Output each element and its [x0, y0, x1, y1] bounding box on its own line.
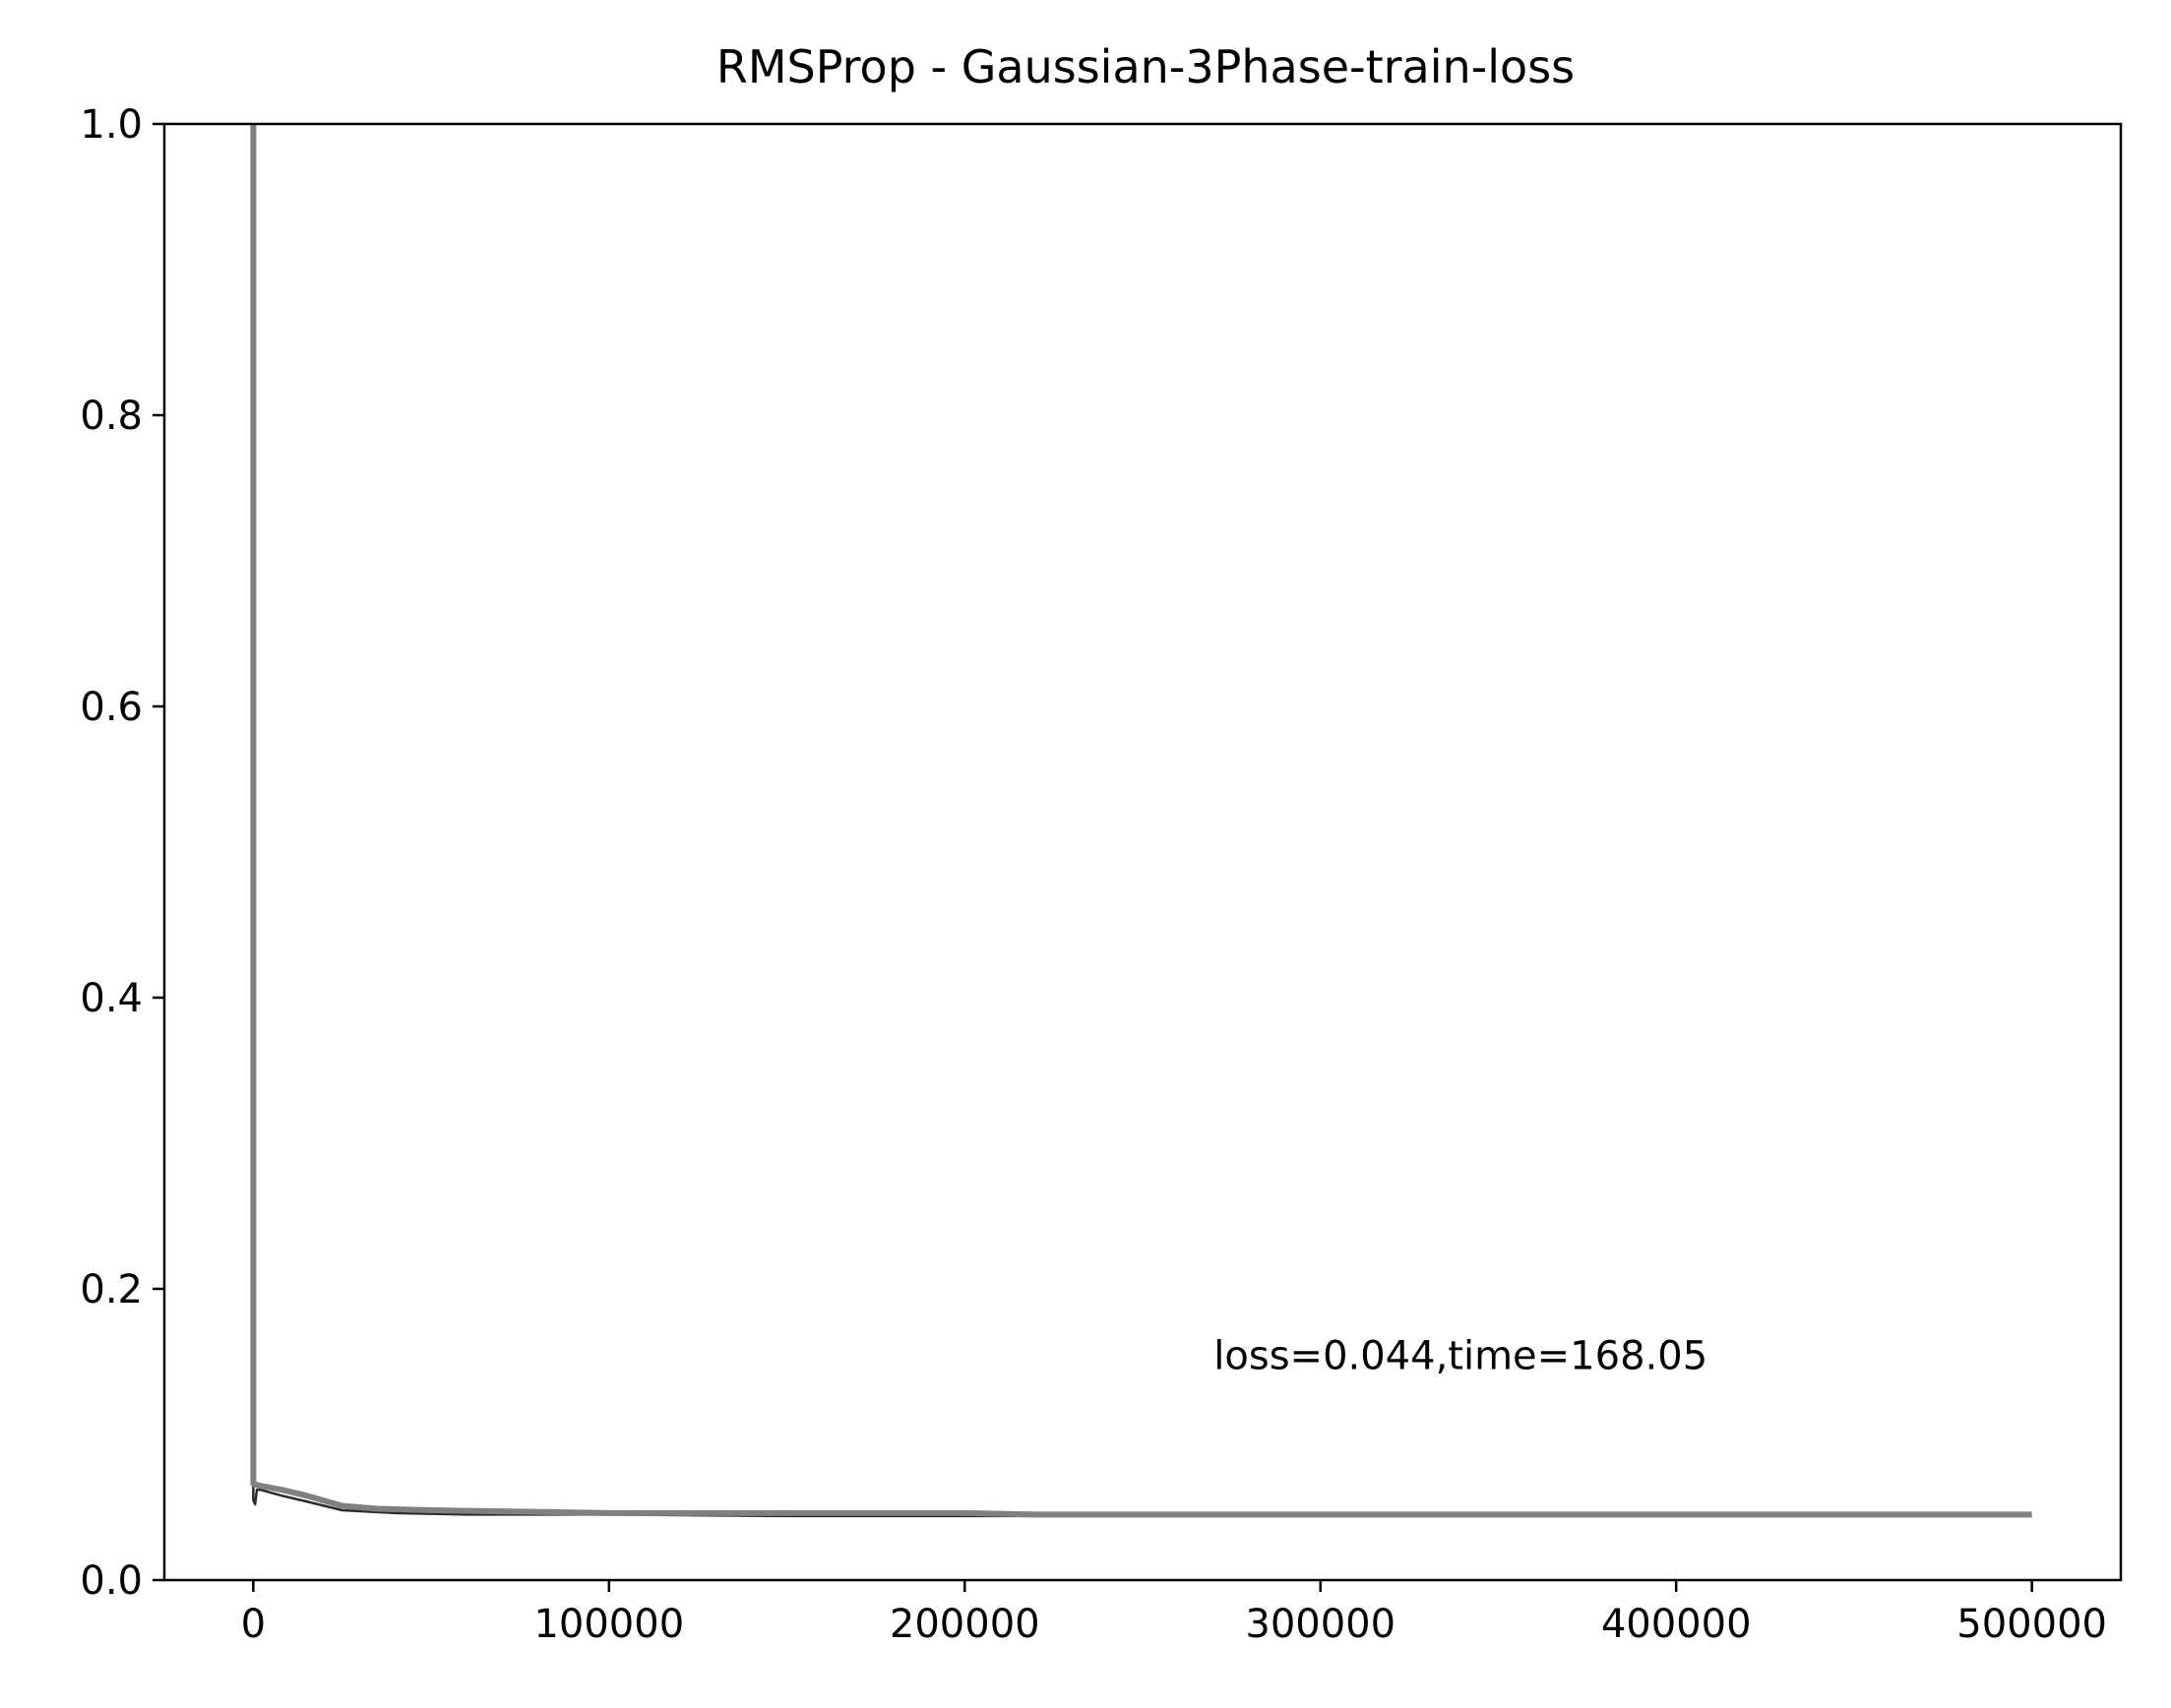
plot-area: [162, 122, 2123, 1582]
y-tick-label: 0.6: [80, 685, 143, 730]
y-axis: 0.0 0.2 0.4 0.6 0.8 1.0: [80, 102, 164, 1604]
chart-title: RMSProp - Gaussian-3Phase-train-loss: [716, 40, 1575, 93]
series-line-2: [250, 124, 2032, 1518]
x-tick-label: 100000: [533, 1602, 684, 1647]
y-tick-label: 1.0: [80, 102, 143, 148]
y-tick-label: 0.8: [80, 394, 143, 439]
y-tick-label: 0.0: [80, 1558, 143, 1604]
x-tick-label: 300000: [1245, 1602, 1396, 1647]
series-layer: [250, 124, 2032, 1518]
y-tick-label: 0.2: [80, 1267, 143, 1312]
series-line-1: [252, 124, 2032, 1518]
x-tick-label: 500000: [1956, 1602, 2107, 1647]
loss-time-annotation: loss=0.044,time=168.05: [1213, 1333, 1707, 1378]
x-tick-label: 400000: [1601, 1602, 1752, 1647]
x-axis: 0 100000 200000 300000 400000 500000: [241, 1580, 2107, 1647]
x-tick-label: 200000: [890, 1602, 1040, 1647]
x-tick-label: 0: [241, 1602, 266, 1647]
y-tick-label: 0.4: [80, 976, 143, 1021]
